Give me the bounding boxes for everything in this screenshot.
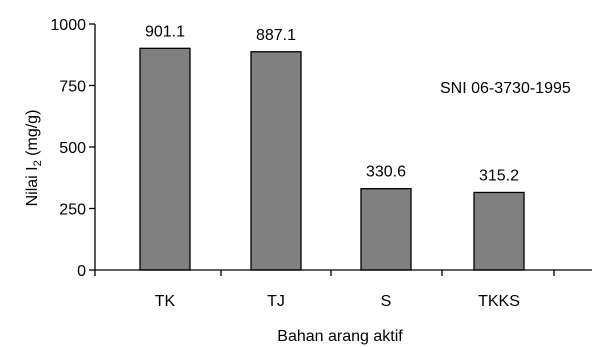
y-tick-label: 250 (59, 202, 86, 219)
bars (139, 47, 525, 271)
bar-s (360, 188, 412, 271)
y-tick-label: 0 (77, 263, 86, 280)
y-axis-label-main: Nilai I (24, 166, 41, 206)
x-tick-label-tj: TJ (267, 293, 285, 310)
bar-tj (250, 51, 302, 271)
data-label-tkks: 315.2 (479, 167, 519, 184)
x-axis-label: Bahan arang aktif (277, 328, 403, 345)
y-tick-label: 750 (59, 79, 86, 96)
data-label-tk: 901.1 (145, 23, 185, 40)
bar-tk (139, 47, 191, 271)
bar-tkks (473, 191, 525, 271)
data-labels: 901.1 887.1 330.6 315.2 (145, 23, 519, 184)
y-axis-label: Nilai I2 (mg/g) (24, 110, 44, 207)
x-tick-label-tk: TK (155, 293, 176, 310)
x-tick-label-s: S (381, 293, 392, 310)
x-tick-label-tkks: TKKS (478, 293, 520, 310)
data-label-tj: 887.1 (256, 27, 296, 44)
y-tick-label: 500 (59, 140, 86, 157)
y-axis-label-subscript: 2 (32, 160, 44, 166)
y-axis-label-suffix: (mg/g) (24, 110, 41, 161)
data-label-s: 330.6 (366, 164, 406, 181)
y-tick-label: 1000 (50, 17, 86, 34)
x-axis-ticks: TK TJ S TKKS (94, 270, 555, 310)
y-axis-ticks: 0 250 500 750 1000 (50, 17, 95, 280)
annotation-text: SNI 06-3730-1995 (440, 80, 571, 97)
